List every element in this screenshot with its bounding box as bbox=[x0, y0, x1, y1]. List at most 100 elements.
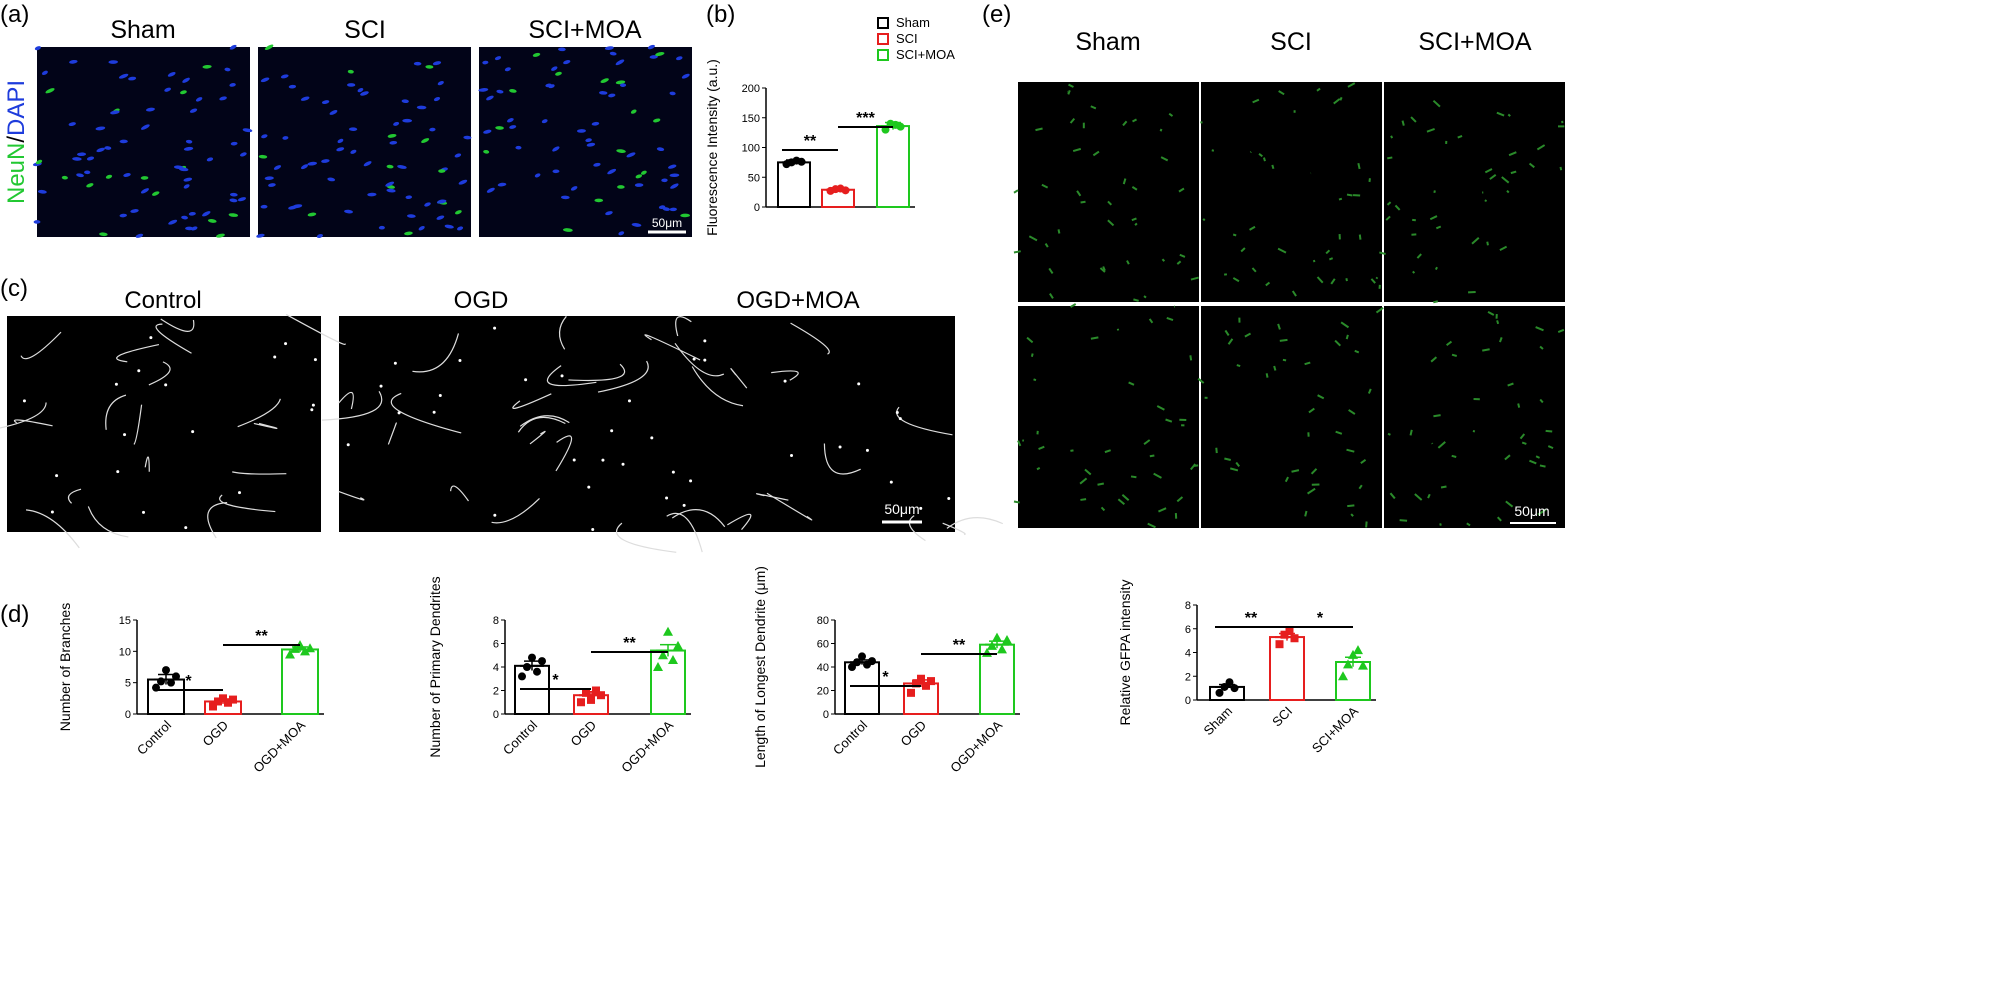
nucleus bbox=[261, 134, 268, 139]
data-point bbox=[853, 658, 861, 667]
astrocyte bbox=[1429, 215, 1438, 221]
legend-entry: SCI+MOA bbox=[896, 47, 955, 62]
nucleus bbox=[321, 100, 330, 105]
astrocyte bbox=[1325, 249, 1331, 255]
nucleus bbox=[348, 127, 358, 131]
nucleus bbox=[229, 44, 237, 50]
nucleus bbox=[282, 136, 289, 140]
astrocyte bbox=[1329, 257, 1334, 261]
astrocyte bbox=[1121, 493, 1130, 502]
astrocyte bbox=[1399, 519, 1408, 522]
nucleus bbox=[385, 181, 395, 187]
nucleus bbox=[438, 169, 446, 173]
astrocyte bbox=[1510, 170, 1517, 175]
nucleus bbox=[86, 183, 94, 188]
nucleus bbox=[119, 213, 127, 218]
nucleus bbox=[604, 46, 614, 50]
panel-c-title-ogd: OGD bbox=[454, 287, 509, 314]
puncta bbox=[621, 462, 625, 466]
nucleus bbox=[164, 87, 171, 92]
nucleus bbox=[327, 177, 336, 182]
panel-c-title-ogd-moa: OGD+MOA bbox=[736, 287, 859, 314]
nucleus bbox=[336, 147, 345, 152]
nucleus bbox=[86, 156, 95, 161]
astrocyte bbox=[1390, 135, 1394, 139]
micrograph-background bbox=[1201, 306, 1382, 528]
nucleus bbox=[562, 228, 573, 232]
astrocyte bbox=[1232, 233, 1237, 237]
panel-c-scale-bar-label: 50μm bbox=[884, 501, 919, 517]
y-tick-label: 8 bbox=[493, 615, 499, 627]
astrocyte bbox=[1539, 464, 1546, 468]
data-point bbox=[1002, 634, 1012, 644]
nucleus bbox=[69, 59, 78, 64]
nucleus bbox=[185, 226, 194, 231]
neurite bbox=[666, 512, 703, 553]
nucleus bbox=[118, 73, 129, 79]
category-label: OGD+MOA bbox=[947, 717, 1005, 775]
y-axis-label: Fluorescence Intensity (a.u.) bbox=[704, 59, 720, 236]
nucleus bbox=[239, 152, 247, 157]
astrocyte bbox=[1358, 234, 1362, 240]
astrocyte bbox=[1079, 477, 1088, 485]
astrocyte bbox=[1041, 183, 1049, 189]
astrocyte bbox=[1084, 468, 1092, 476]
astrocyte bbox=[1335, 430, 1343, 435]
astrocyte bbox=[1316, 276, 1324, 284]
nucleus bbox=[669, 207, 677, 212]
puncta bbox=[432, 410, 436, 414]
nucleus bbox=[268, 183, 276, 187]
puncta bbox=[149, 336, 153, 340]
astrocyte bbox=[1230, 467, 1239, 472]
data-point bbox=[518, 672, 526, 681]
data-point bbox=[1358, 660, 1368, 670]
data-point bbox=[1353, 645, 1363, 655]
nucleus bbox=[630, 109, 637, 114]
astrocyte bbox=[1346, 193, 1353, 197]
nucleus bbox=[256, 233, 265, 238]
astrocyte bbox=[1435, 225, 1442, 230]
astrocyte bbox=[1439, 523, 1442, 526]
puncta bbox=[947, 497, 951, 501]
astrocyte bbox=[1360, 458, 1367, 464]
nucleus bbox=[483, 149, 490, 154]
astrocyte bbox=[1347, 82, 1356, 88]
astrocyte bbox=[1202, 218, 1206, 222]
y-tick-label: 0 bbox=[1185, 695, 1191, 707]
astrocyte bbox=[1070, 303, 1077, 308]
data-point bbox=[290, 643, 300, 653]
micrograph-background bbox=[7, 316, 321, 532]
puncta bbox=[919, 506, 923, 510]
y-axis-label: Relative GFPA intensity bbox=[1117, 579, 1133, 725]
astrocyte bbox=[1036, 466, 1041, 471]
astrocyte bbox=[1149, 454, 1155, 458]
significance-label: * bbox=[552, 672, 559, 689]
astrocyte bbox=[1308, 407, 1315, 414]
puncta bbox=[627, 399, 631, 403]
nucleus bbox=[242, 128, 253, 133]
puncta bbox=[524, 378, 528, 382]
data-point bbox=[587, 695, 595, 704]
data-point bbox=[1348, 649, 1358, 659]
astrocyte bbox=[1440, 485, 1447, 489]
significance-label: *** bbox=[856, 110, 875, 127]
astrocyte bbox=[1197, 377, 1205, 384]
data-point bbox=[1338, 671, 1348, 681]
nucleus bbox=[72, 157, 82, 161]
astrocyte bbox=[1126, 260, 1130, 265]
data-point bbox=[305, 643, 315, 653]
nucleus bbox=[386, 164, 394, 169]
nucleus bbox=[458, 179, 468, 185]
data-point bbox=[209, 702, 217, 711]
nucleus bbox=[534, 173, 541, 178]
nucleus bbox=[367, 192, 377, 197]
neurite bbox=[20, 331, 62, 360]
astrocyte bbox=[1069, 118, 1076, 124]
astrocyte bbox=[1147, 522, 1156, 529]
nucleus bbox=[551, 66, 558, 71]
nucleus bbox=[615, 80, 626, 85]
astrocyte bbox=[1100, 506, 1106, 512]
nucleus bbox=[181, 215, 188, 220]
astrocyte bbox=[1506, 189, 1510, 194]
